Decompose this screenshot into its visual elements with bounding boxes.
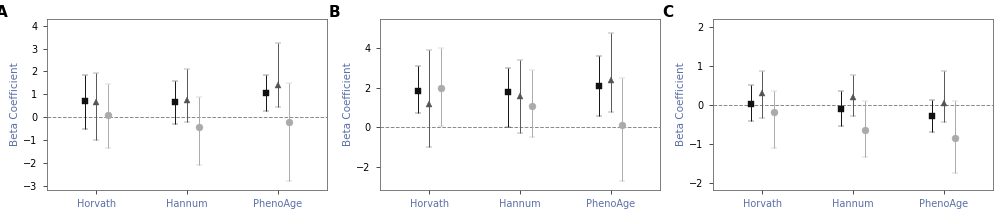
Y-axis label: Beta Coefficient: Beta Coefficient — [344, 63, 354, 146]
Text: A: A — [0, 5, 8, 20]
Y-axis label: Beta Coefficient: Beta Coefficient — [10, 63, 20, 146]
Text: C: C — [662, 5, 673, 20]
Y-axis label: Beta Coefficient: Beta Coefficient — [676, 63, 686, 146]
Text: B: B — [329, 5, 341, 20]
